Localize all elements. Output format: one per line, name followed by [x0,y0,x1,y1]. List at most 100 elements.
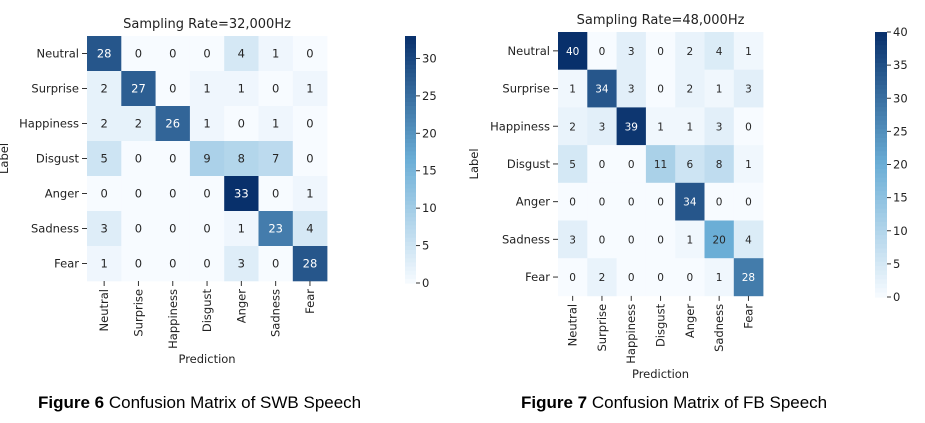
chart2-colorbar-segment-19 [875,115,887,121]
chart2-cell-2-6 [733,107,764,146]
chart1-colorbar-segment-5 [405,56,416,62]
chart2-cell-label-0-4: 2 [687,46,694,58]
chart2-cell-5-1 [587,220,617,259]
chart1-cell-6-4 [224,246,259,282]
chart2-cell-4-3 [645,182,676,221]
chart2-colorbar-segment-50 [875,252,887,258]
chart2-cell-label-0-2: 3 [628,46,635,58]
chart2-colorbar-segment-26 [875,146,887,152]
chart1-cell-0-4 [224,36,259,72]
chart2-cell-label-1-6: 3 [745,84,752,96]
chart1-xtick-label-2: Happiness [166,289,180,349]
chart1-cell-4-1 [121,176,156,212]
chart2-colorbar-segment-37 [875,195,887,201]
caption-figure-6-number: Figure 6 [38,393,105,412]
chart2-title: Sampling Rate=48,000Hz [577,13,745,28]
caption-figure-7-number: Figure 7 [521,393,588,412]
chart2-colorbar-tick-label-5: 25 [893,124,908,138]
chart1-cell-5-5 [258,211,294,247]
chart1-colorbar-segment-54 [405,258,416,264]
chart2-cell-label-5-2: 0 [628,234,635,246]
chart2-colorbar-segment-14 [875,93,887,99]
chart2-xtick-label-2: Happiness [624,304,638,364]
chart1-colorbar-segment-40 [405,200,416,206]
chart2-cell-0-5 [704,32,735,70]
chart2-colorbar-tick-label-1: 5 [893,257,900,271]
chart1-colorbar-segment-28 [405,151,416,156]
chart2-cell-label-5-6: 4 [745,234,752,246]
chart1-cell-label-6-6: 28 [303,257,318,271]
chart2-ytick-label-4: Anger [516,195,551,209]
chart1-cell-2-1 [121,106,156,142]
chart2-cell-1-1 [587,69,617,108]
chart2-colorbar-segment-17 [875,107,887,113]
chart2-colorbar-segment-41 [875,213,887,219]
chart1-cell-2-2 [155,106,191,142]
chart1-cell-label-1-6: 1 [306,82,313,96]
chart1-cell-label-5-4: 1 [238,222,245,236]
chart2-colorbar-segment-20 [875,120,887,126]
chart1-cell-4-4 [224,176,259,212]
chart2-cell-label-6-6: 28 [742,272,755,284]
chart1-cell-label-2-5: 1 [272,117,279,131]
chart1-colorbar-segment-16 [405,101,416,107]
chart2-cell-6-4 [675,258,705,297]
chart2-colorbar-segment-11 [875,80,887,86]
chart2-cell-2-3 [645,107,676,146]
chart1-cell-label-2-4: 0 [238,117,245,131]
chart2-cell-label-2-3: 1 [657,121,664,133]
chart1-cell-5-4 [224,211,259,247]
chart2-xtick-label-4: Anger [683,304,697,339]
chart1-colorbar-segment-2 [405,44,416,49]
chart2-colorbar-segment-10 [875,76,887,82]
chart2-cell-4-6 [733,182,764,221]
chart2-cell-label-2-6: 0 [745,121,752,133]
chart1-cell-6-0 [87,246,122,282]
chart2-cell-label-1-3: 0 [657,84,664,96]
chart2-colorbar-segment-1 [875,36,887,42]
chart2-colorbar-segment-54 [875,270,887,276]
chart2-cell-label-5-3: 0 [657,234,664,246]
caption-figure-6: Figure 6 Confusion Matrix of SWB Speech [38,393,361,413]
chart1-colorbar-segment-46 [405,225,416,231]
chart1-cell-label-6-0: 1 [100,257,107,271]
caption-figure-7-text: Confusion Matrix of FB Speech [591,393,828,412]
chart2-colorbar-segment-31 [875,168,887,174]
chart1-cell-4-3 [189,176,225,212]
chart2-cell-label-4-6: 0 [745,197,752,209]
chart2-colorbar-segment-15 [875,98,887,104]
chart1-cell-1-3 [189,71,225,107]
chart2-colorbar-segment-48 [875,244,887,250]
chart2-cell-0-6 [733,32,764,70]
chart2-cell-label-6-0: 0 [569,272,576,284]
chart2-colorbar-segment-42 [875,217,887,223]
chart2-colorbar-segment-0 [875,32,887,38]
chart1-cell-label-5-1: 0 [135,222,142,236]
chart2-colorbar-segment-40 [875,208,887,214]
chart1-cell-label-6-2: 0 [169,257,176,271]
chart2-cell-label-0-0: 40 [566,46,579,58]
chart2-colorbar-segment-18 [875,111,887,117]
chart1-cell-0-1 [121,36,156,72]
caption-figure-6-text: Confusion Matrix of SWB Speech [108,393,362,412]
chart1-colorbar-segment-20 [405,118,416,124]
chart1-colorbar-segment-39 [405,196,416,202]
chart1-xtick-label-1: Surprise [131,289,145,337]
chart1-cell-label-0-3: 0 [203,47,210,61]
chart2-cell-2-5 [704,107,735,146]
chart1-colorbar-segment-56 [405,266,416,272]
chart2-cell-3-2 [616,145,647,184]
chart1-cell-label-5-2: 0 [169,222,176,236]
chart1-ytick-label-0: Neutral [37,47,79,61]
chart2-cell-label-0-5: 4 [716,46,723,58]
chart2-cell-label-1-5: 1 [716,84,723,96]
chart2-xtick-label-3: Disgust [654,303,668,347]
chart2-cell-label-5-5: 20 [712,234,725,246]
chart2-xtick-label-6: Fear [741,304,755,329]
chart1-cell-label-1-2: 0 [169,82,176,96]
chart2-colorbar-segment-39 [875,204,887,210]
chart2-cell-6-5 [704,258,735,297]
chart2-colorbar-segment-57 [875,283,887,289]
chart1-colorbar-segment-50 [405,241,416,247]
chart2-colorbar-tick-label-6: 30 [893,91,908,105]
